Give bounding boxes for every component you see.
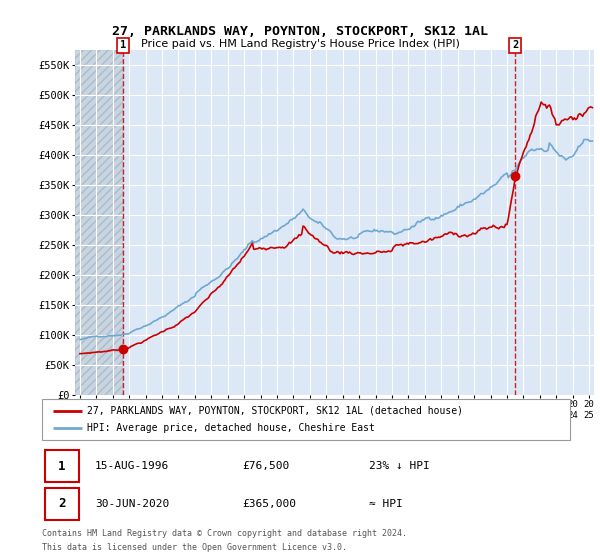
Text: 1: 1 xyxy=(120,40,126,50)
Text: This data is licensed under the Open Government Licence v3.0.: This data is licensed under the Open Gov… xyxy=(42,543,347,552)
Bar xyxy=(75,50,123,395)
Text: ≈ HPI: ≈ HPI xyxy=(370,499,403,509)
FancyBboxPatch shape xyxy=(42,399,570,440)
Bar xyxy=(75,50,123,395)
Text: Contains HM Land Registry data © Crown copyright and database right 2024.: Contains HM Land Registry data © Crown c… xyxy=(42,529,407,538)
Text: 1: 1 xyxy=(58,460,66,473)
Text: 2: 2 xyxy=(58,497,66,511)
Text: 30-JUN-2020: 30-JUN-2020 xyxy=(95,499,169,509)
Text: HPI: Average price, detached house, Cheshire East: HPI: Average price, detached house, Ches… xyxy=(87,423,375,433)
Text: 23% ↓ HPI: 23% ↓ HPI xyxy=(370,461,430,471)
Text: 27, PARKLANDS WAY, POYNTON, STOCKPORT, SK12 1AL: 27, PARKLANDS WAY, POYNTON, STOCKPORT, S… xyxy=(112,25,488,38)
Text: Price paid vs. HM Land Registry's House Price Index (HPI): Price paid vs. HM Land Registry's House … xyxy=(140,39,460,49)
FancyBboxPatch shape xyxy=(44,488,79,520)
FancyBboxPatch shape xyxy=(44,450,79,482)
Text: 2: 2 xyxy=(512,40,518,50)
Text: 15-AUG-1996: 15-AUG-1996 xyxy=(95,461,169,471)
Text: £365,000: £365,000 xyxy=(242,499,296,509)
Text: 27, PARKLANDS WAY, POYNTON, STOCKPORT, SK12 1AL (detached house): 27, PARKLANDS WAY, POYNTON, STOCKPORT, S… xyxy=(87,405,463,416)
Text: £76,500: £76,500 xyxy=(242,461,290,471)
